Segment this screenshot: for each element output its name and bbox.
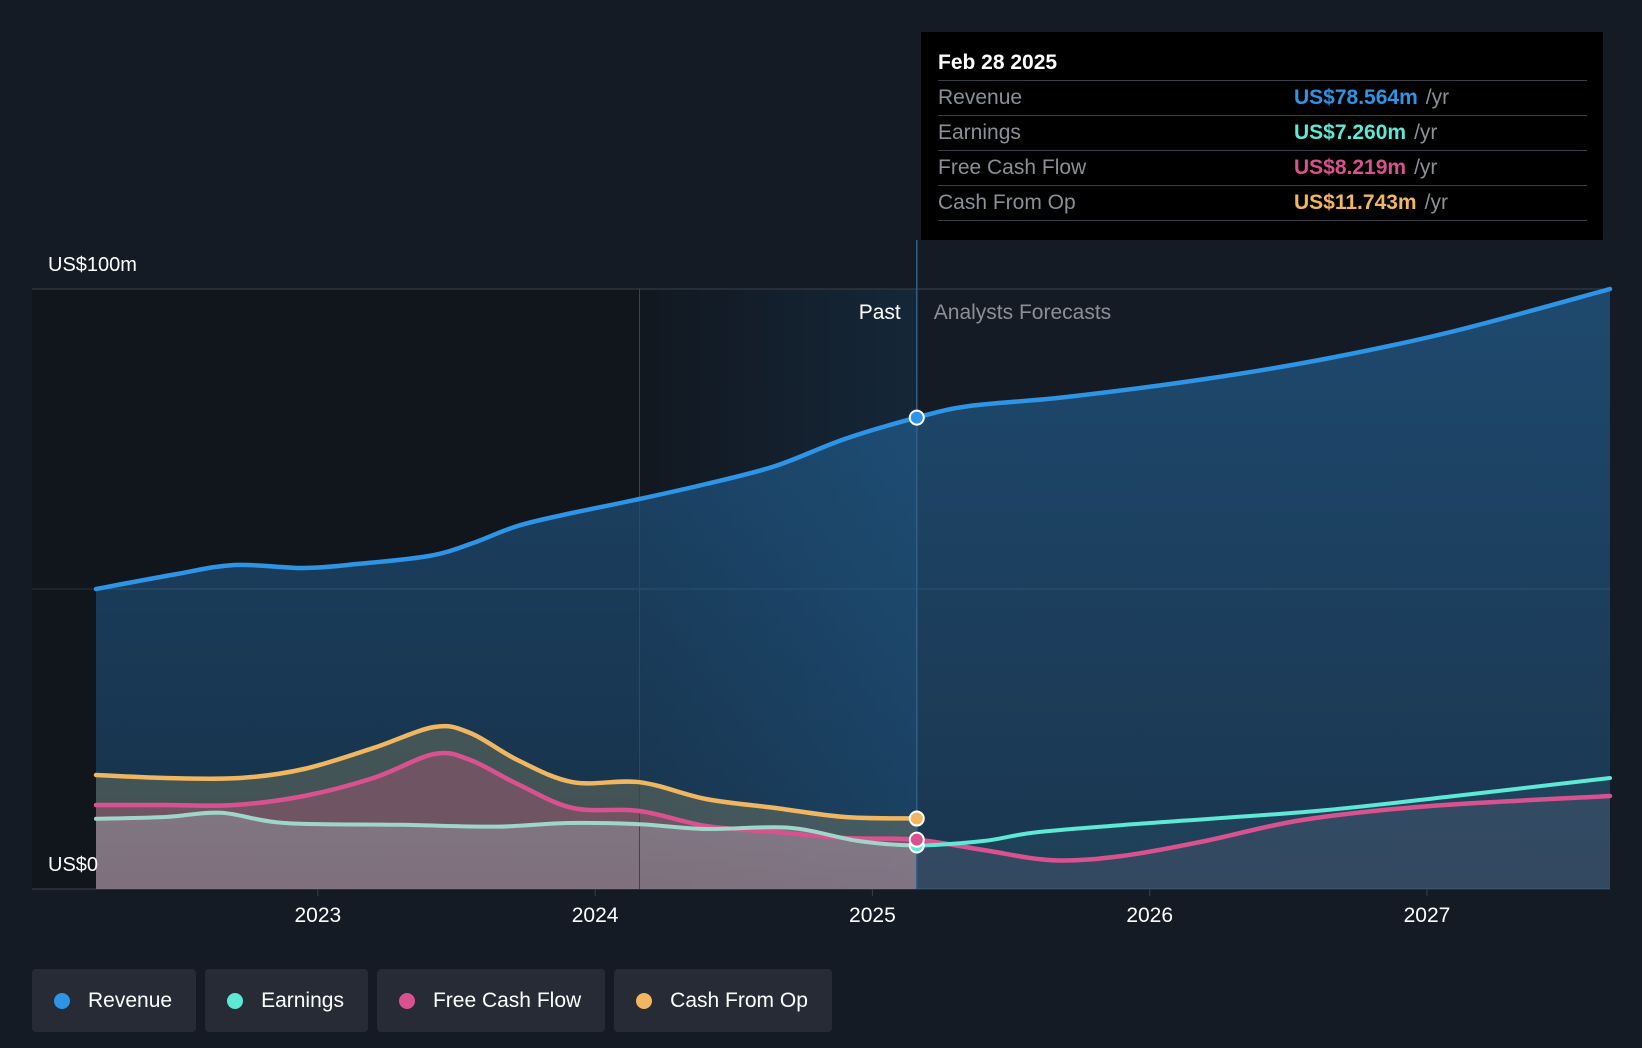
legend-item-revenue[interactable]: Revenue xyxy=(32,969,197,1032)
cash-from-op-line xyxy=(93,723,920,821)
free-cash-flow-dot-icon xyxy=(398,992,415,1009)
legend-label: Earnings xyxy=(261,988,344,1012)
series-areas xyxy=(96,289,1610,889)
earnings-dot-icon xyxy=(227,992,244,1009)
tooltip-unit: /yr xyxy=(1414,156,1438,179)
tooltip-value: US$78.564m xyxy=(1294,86,1418,109)
revenue-line xyxy=(93,286,1613,592)
tooltip-label: Earnings xyxy=(938,121,1021,144)
x-tick-label-2025: 2025 xyxy=(849,904,896,927)
cash-from-op-marker[interactable] xyxy=(908,810,925,827)
tooltip-unit: /yr xyxy=(1424,191,1448,214)
revenue-marker[interactable] xyxy=(908,409,925,426)
revenue-dot-icon xyxy=(54,992,70,1009)
tooltip-value: US$8.219m xyxy=(1294,156,1407,179)
x-tick-label-2026: 2026 xyxy=(1126,904,1173,927)
legend-label: Revenue xyxy=(88,988,173,1012)
series-lines xyxy=(93,286,1613,863)
earnings-past-line xyxy=(94,810,917,848)
tooltip-row-cash-from-op: Cash From Op US$11.743m /yr xyxy=(938,186,1587,221)
legend-item-free-cash-flow[interactable]: Free Cash Flow xyxy=(376,969,606,1032)
tooltip-date: Feb 28 2025 xyxy=(938,46,1587,81)
tooltip-unit: /yr xyxy=(1414,121,1438,144)
past-label: Past xyxy=(859,301,901,324)
earnings-forecast-line xyxy=(916,776,1612,848)
tooltip-value: US$7.260m xyxy=(1294,121,1407,144)
legend-label: Free Cash Flow xyxy=(432,988,582,1012)
tooltip-label: Revenue xyxy=(938,86,1023,109)
series-markers xyxy=(908,409,925,854)
analysts-forecasts-label: Analysts Forecasts xyxy=(934,301,1111,324)
free-cash-flow-forecast-area xyxy=(916,796,1610,889)
x-tick-label-2024: 2024 xyxy=(572,904,619,927)
tooltip-label: Free Cash Flow xyxy=(938,156,1087,179)
cash-from-op-dot-icon xyxy=(636,992,653,1009)
y-axis-top-label: US$100m xyxy=(48,254,137,276)
tooltip-label: Cash From Op xyxy=(938,191,1076,214)
y-axis-bottom-label: US$0 xyxy=(48,854,98,876)
x-tick-label-2023: 2023 xyxy=(294,904,341,927)
legend-item-cash-from-op[interactable]: Cash From Op xyxy=(614,969,832,1032)
tooltip-row-free-cash-flow: Free Cash Flow US$8.219m /yr xyxy=(938,151,1587,186)
tooltip-row-revenue: Revenue US$78.564m /yr xyxy=(938,81,1587,116)
legend: Revenue Earnings Free Cash Flow Cash Fro… xyxy=(32,969,841,1032)
x-tick-label-2027: 2027 xyxy=(1404,904,1451,927)
legend-label: Cash From Op xyxy=(670,988,808,1012)
x-axis-ticks: 2023 2024 2025 2026 2027 xyxy=(294,889,1450,927)
earnings-area xyxy=(96,812,917,889)
tooltip-row-earnings: Earnings US$7.260m /yr xyxy=(938,116,1587,151)
tooltip-value: US$11.743m xyxy=(1294,191,1417,214)
free-cash-flow-marker[interactable] xyxy=(908,831,925,848)
legend-item-earnings[interactable]: Earnings xyxy=(205,969,368,1032)
revenue-area xyxy=(96,289,1610,889)
free-cash-flow-line xyxy=(93,750,1613,863)
tooltip-unit: /yr xyxy=(1425,86,1450,109)
tooltip: Feb 28 2025 Revenue US$78.564m /yr Earni… xyxy=(921,32,1603,240)
